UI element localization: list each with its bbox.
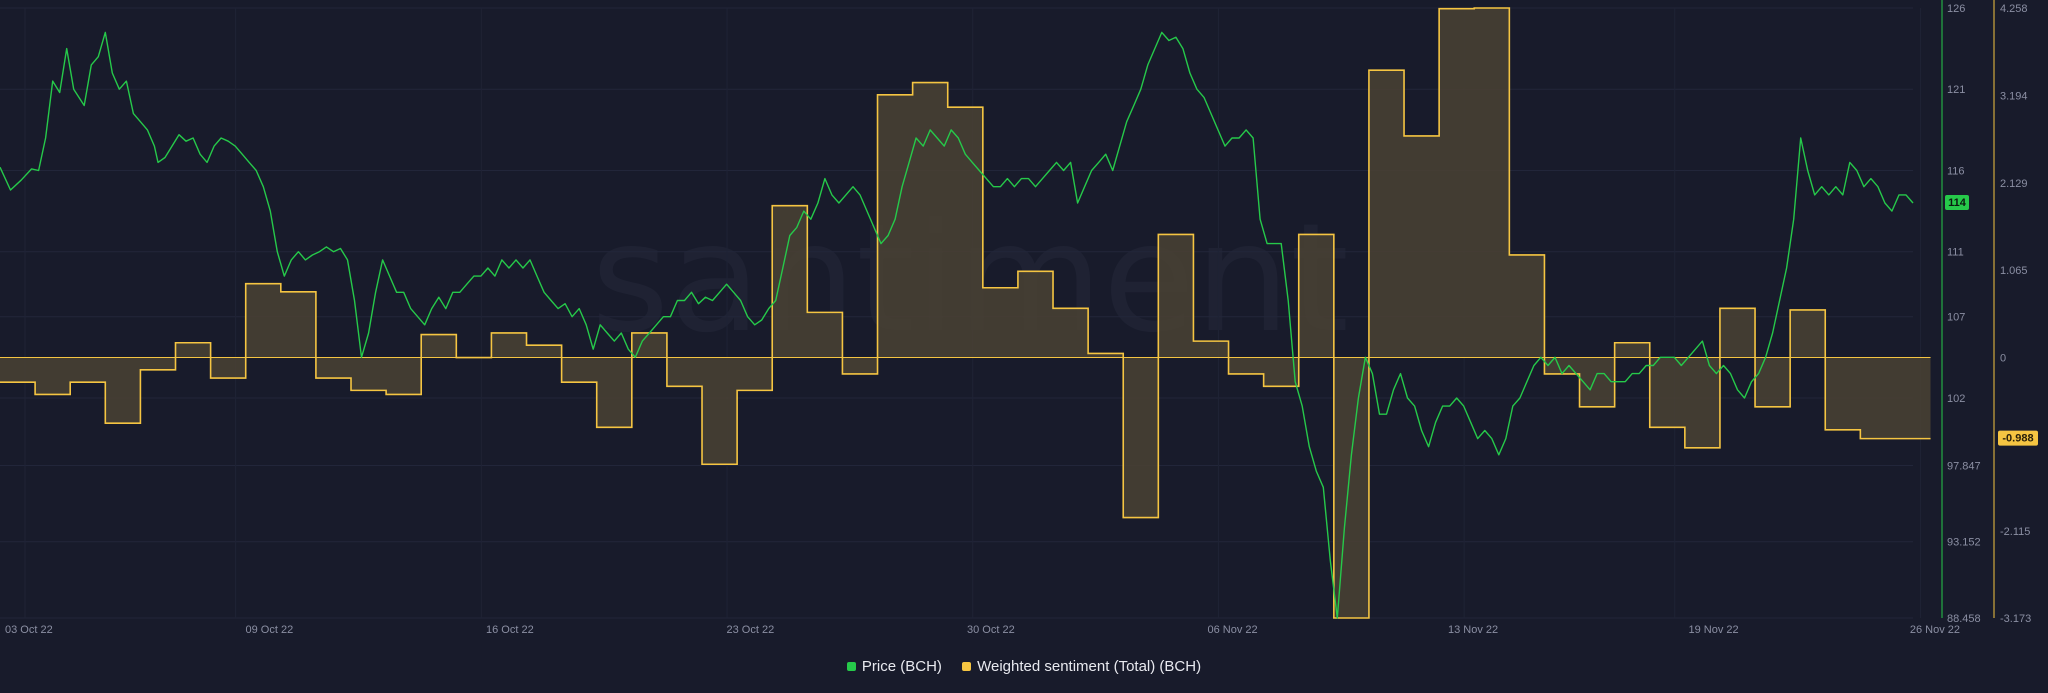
- axes: [1941, 0, 1995, 618]
- price-series-line: [0, 31, 1914, 619]
- sentiment-fill: [0, 8, 1931, 618]
- last-value-badges: 114 -0.988: [1945, 194, 2038, 446]
- price-tick-label: 121: [1947, 84, 1965, 96]
- legend: Price (BCH) Weighted sentiment (Total) (…: [0, 658, 2048, 675]
- price-tick-label: 102: [1947, 393, 1965, 405]
- price-tick-label: 107: [1947, 312, 1965, 324]
- price-tick-label: 111: [1947, 247, 1964, 259]
- x-tick-label: 09 Oct 22: [246, 624, 294, 636]
- sentiment-axis-ticks: 4.258 3.194 2.129 1.065 0 -2.115 -3.173: [2000, 3, 2031, 625]
- legend-item-price[interactable]: Price (BCH): [846, 658, 942, 675]
- x-tick-label: 06 Nov 22: [1208, 624, 1258, 636]
- x-tick-label: 19 Nov 22: [1689, 624, 1739, 636]
- x-tick-label: 26 Nov 22: [1910, 624, 1960, 636]
- price-line: [0, 31, 1914, 619]
- sentiment-tick-label: 1.065: [2000, 265, 2028, 277]
- x-tick-label: 03 Oct 22: [5, 624, 53, 636]
- price-tick-label: 93.152: [1947, 537, 1981, 549]
- legend-item-sentiment[interactable]: Weighted sentiment (Total) (BCH): [962, 658, 1201, 675]
- legend-swatch-sentiment: [962, 662, 972, 671]
- x-tick-label: 16 Oct 22: [486, 624, 534, 636]
- sentiment-tick-label: 2.129: [2000, 178, 2028, 190]
- price-axis-ticks: 126 121 116 111 107 102 97.847 93.152 88.458: [1947, 3, 1981, 625]
- sentiment-tick-label: -3.173: [2000, 613, 2031, 625]
- sentiment-tick-label: 4.258: [2000, 3, 2028, 15]
- sentiment-last-badge: [1998, 430, 2038, 446]
- sentiment-tick-label: 0: [2000, 353, 2006, 365]
- price-tick-label: 116: [1947, 165, 1965, 177]
- legend-swatch-price: [846, 662, 856, 671]
- price-last-badge: [1945, 194, 1969, 210]
- sentiment-last-value: -0.988: [2002, 433, 2033, 445]
- x-tick-label: 23 Oct 22: [727, 624, 775, 636]
- x-tick-label: 30 Oct 22: [967, 624, 1015, 636]
- legend-label-price: Price (BCH): [861, 658, 942, 675]
- sentiment-tick-label: 3.194: [2000, 90, 2028, 102]
- legend-label-sentiment: Weighted sentiment (Total) (BCH): [977, 658, 1202, 675]
- sentiment-tick-label: -2.115: [2000, 526, 2030, 538]
- price-tick-label: 97.847: [1947, 460, 1981, 472]
- sentiment-area: [0, 7, 1931, 619]
- x-axis-ticks: 03 Oct 22 09 Oct 22 16 Oct 22 23 Oct 22 30 O…: [5, 624, 1960, 636]
- x-tick-label: 13 Nov 22: [1448, 624, 1498, 636]
- price-last-value: 114: [1948, 197, 1967, 209]
- price-tick-label: 126: [1947, 3, 1965, 15]
- sentiment-line: [0, 7, 1931, 619]
- price-tick-label: 88.458: [1947, 613, 1981, 625]
